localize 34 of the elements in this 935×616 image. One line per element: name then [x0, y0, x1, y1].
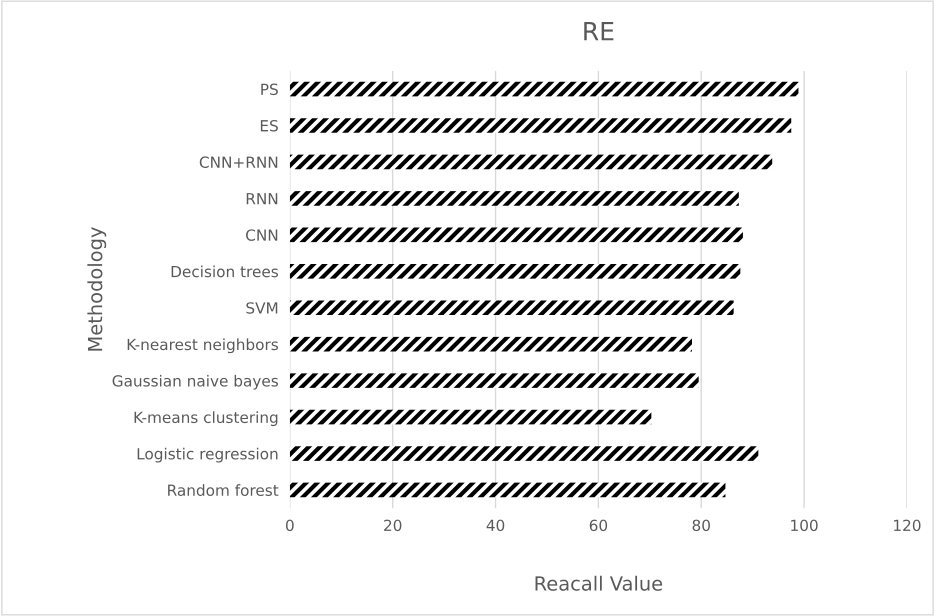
y-tick-label: K-means clustering — [134, 411, 278, 426]
y-tick-label: Logistic regression — [138, 448, 278, 463]
bar — [290, 336, 692, 352]
bar — [290, 82, 798, 96]
x-tick-label: 40 — [486, 520, 504, 532]
y-tick-label: CNN+RNN — [200, 156, 278, 168]
bar — [290, 228, 743, 242]
bar — [290, 264, 740, 279]
bar — [290, 446, 758, 461]
chart-title: RE — [584, 22, 614, 40]
y-tick-label: RNN — [246, 193, 278, 204]
y-tick-label: Random forest — [168, 484, 278, 496]
y-tick-label: ES — [260, 120, 278, 132]
x-tick-label: 80 — [692, 520, 710, 532]
x-tick-label: 120 — [894, 520, 921, 532]
x-axis-title: Reacall Value — [536, 576, 662, 591]
x-tick-label: 0 — [286, 520, 294, 532]
x-tick-label: 20 — [384, 520, 402, 532]
bar — [290, 482, 726, 498]
bar — [290, 410, 652, 424]
y-tick-label: CNN — [246, 229, 278, 241]
y-tick-label: K-nearest neighbors — [128, 338, 278, 354]
y-axis-title: Methodology — [87, 227, 106, 351]
bar — [290, 373, 699, 388]
bar — [290, 300, 734, 316]
x-tick-label: 60 — [590, 520, 608, 532]
x-tick-label: 100 — [791, 520, 818, 532]
bar — [290, 154, 772, 170]
y-tick-label: PS — [261, 84, 278, 96]
y-tick-label: Decision trees — [172, 265, 278, 278]
bar — [290, 191, 739, 206]
bar — [290, 118, 792, 133]
y-tick-label: SVM — [246, 302, 278, 314]
y-tick-label: Gaussian naive bayes — [112, 374, 278, 390]
